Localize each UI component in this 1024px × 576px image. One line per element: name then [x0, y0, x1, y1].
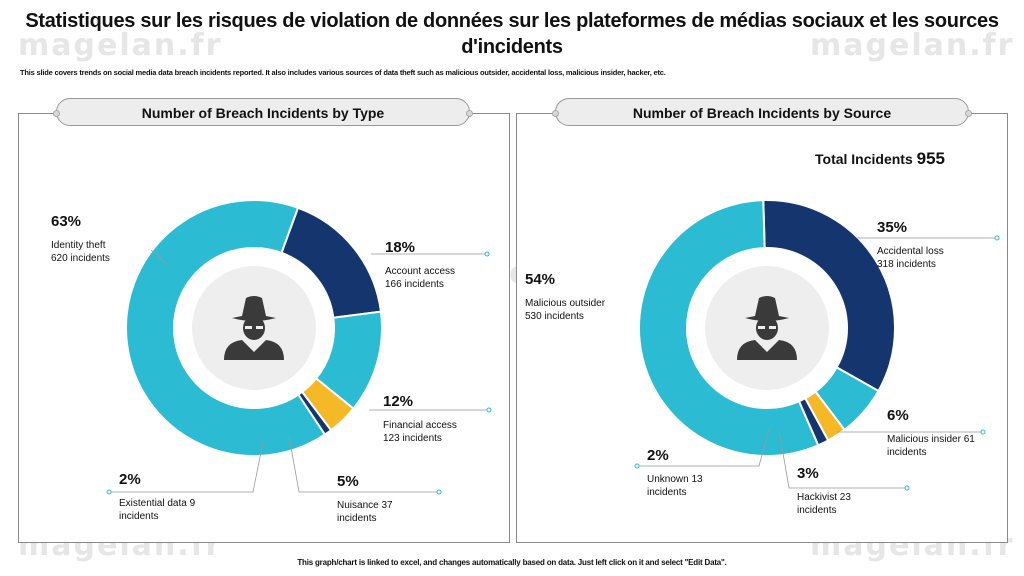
- leader-line: [288, 435, 439, 493]
- slice-name-label: Financial access: [383, 420, 457, 431]
- slice-incidents-label: 620 incidents: [51, 253, 110, 264]
- slice-percent-label: 12%: [383, 393, 413, 410]
- left-chart-panel: 63% Identity theft 620 incidents 18% Account…: [18, 113, 510, 543]
- slice-incidents-label: 123 incidents: [383, 433, 442, 444]
- slice-percent-label: 3%: [797, 465, 819, 482]
- slice-percent-label: 54%: [525, 271, 555, 288]
- pill-dot: [466, 110, 473, 117]
- slice-incidents-label: 166 incidents: [385, 279, 444, 290]
- total-incidents-label: Total Incidents 955: [815, 149, 945, 168]
- leader-line: [150, 249, 170, 267]
- left-donut-chart: 63% Identity theft 620 incidents 18% Account…: [51, 199, 492, 524]
- watermark: magelan.fr: [18, 28, 223, 63]
- right-panel-heading-text: Number of Breach Incidents by Source: [632, 105, 892, 121]
- slice-percent-label: 63%: [51, 213, 81, 230]
- slice-incidents-label: 530 incidents: [525, 311, 584, 322]
- total-incidents-value: 955: [917, 149, 945, 168]
- leader-dot: [484, 251, 490, 257]
- hacker-icon: [737, 296, 797, 360]
- slice-incidents-label: incidents: [337, 513, 376, 524]
- slice-name-label: Identity theft: [51, 240, 106, 251]
- pill-dot: [53, 110, 60, 117]
- page-title: Statistiques sur les risques de violatio…: [25, 10, 999, 58]
- slice-percent-label: 6%: [887, 407, 909, 424]
- slice-incidents-label: 318 incidents: [877, 259, 936, 270]
- slice-name-label: Account access: [385, 266, 455, 277]
- slice-percent-label: 2%: [647, 447, 669, 464]
- slice-percent-label: 5%: [337, 473, 359, 490]
- slice-name-label: Nuisance 37: [337, 500, 393, 511]
- leader-dot: [106, 489, 112, 495]
- leader-line: [778, 429, 907, 489]
- right-chart-panel: 54% Malicious outsider 530 incidents 35% Acc…: [516, 113, 1008, 543]
- page-subtitle: This slide covers trends on social media…: [20, 68, 666, 77]
- slice-percent-label: 35%: [877, 219, 907, 236]
- leader-dot: [980, 429, 986, 435]
- slice-name-label: Unknown 13: [647, 474, 703, 485]
- slice-name-label: Accidental loss: [877, 246, 944, 257]
- leader-dot: [904, 485, 910, 491]
- footer-note: This graph/chart is linked to excel, and…: [297, 558, 727, 567]
- slice-incidents-label: incidents: [647, 487, 686, 498]
- right-donut-chart: 54% Malicious outsider 530 incidents 35% Acc…: [525, 149, 1000, 516]
- slice-name-label: Hackivist 23: [797, 492, 851, 503]
- leader-dot: [436, 489, 442, 495]
- slice-name-label: Malicious outsider: [525, 298, 606, 309]
- slice-incidents-label: incidents: [887, 447, 926, 458]
- pill-dot: [965, 110, 972, 117]
- left-panel-heading-text: Number of Breach Incidents by Type: [141, 105, 385, 121]
- watermark: magelan.fr: [810, 28, 1015, 63]
- leader-line: [637, 429, 770, 467]
- slice-percent-label: 2%: [119, 471, 141, 488]
- leader-dot: [486, 407, 492, 413]
- slice-percent-label: 18%: [385, 239, 415, 256]
- left-panel-heading: Number of Breach Incidents by Type: [53, 98, 473, 126]
- pill-dot: [552, 110, 559, 117]
- slice-name-label: Malicious insider 61: [887, 434, 975, 445]
- right-panel-heading: Number of Breach Incidents by Source: [552, 98, 972, 126]
- hacker-icon: [224, 296, 284, 360]
- leader-dot: [994, 235, 1000, 241]
- slice-name-label: Existential data 9: [119, 498, 196, 509]
- leader-dot: [634, 463, 640, 469]
- slice-incidents-label: incidents: [797, 505, 836, 516]
- leader-line: [109, 441, 264, 493]
- slice-incidents-label: incidents: [119, 511, 158, 522]
